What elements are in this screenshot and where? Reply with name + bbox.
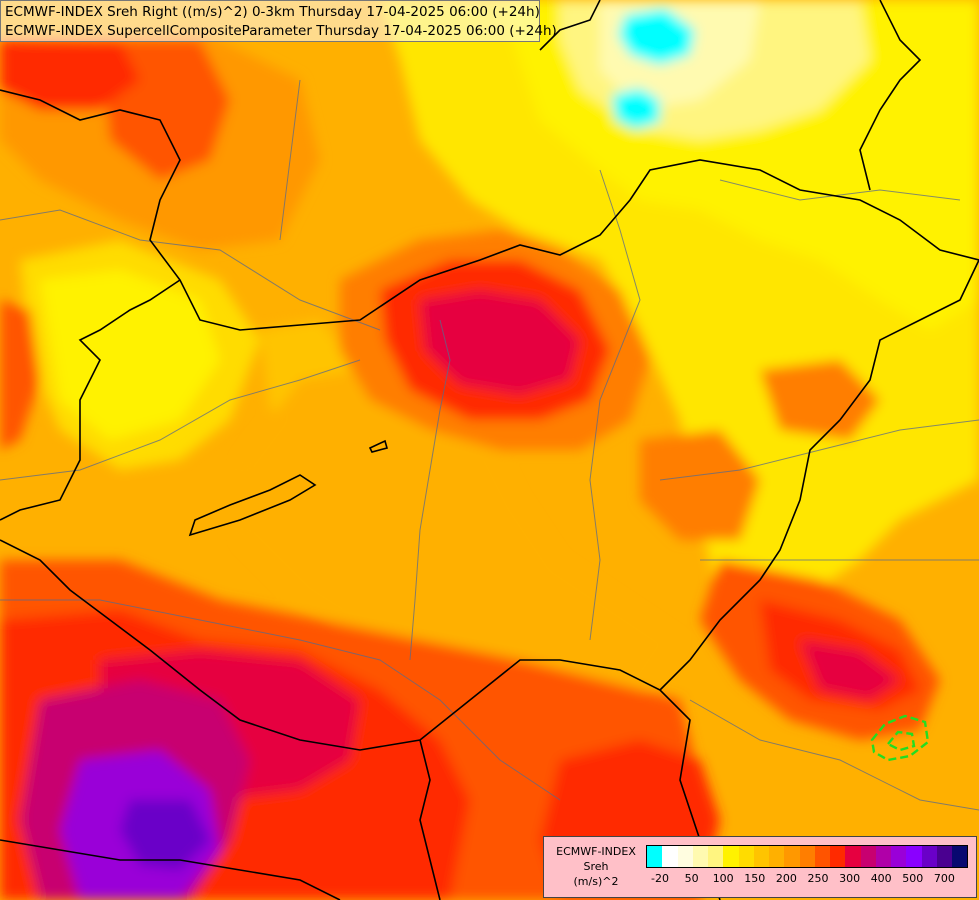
legend-tick-label: 250 bbox=[807, 872, 829, 885]
legend-swatch bbox=[662, 846, 678, 867]
legend-tick-label: 200 bbox=[775, 872, 797, 885]
color-legend: ECMWF-INDEX Sreh (m/s)^2 -20 50 100 150 200 2… bbox=[543, 836, 977, 898]
title-line-2: ECMWF-INDEX SupercellCompositeParameter … bbox=[5, 23, 557, 39]
legend-swatch bbox=[814, 846, 830, 867]
legend-swatch bbox=[952, 846, 968, 867]
legend-title-line-2: Sreh bbox=[583, 860, 609, 873]
legend-tick-label: 100 bbox=[712, 872, 734, 885]
legend-tick-label: -20 bbox=[651, 872, 669, 885]
legend-swatch bbox=[769, 846, 785, 867]
legend-tick-label: 50 bbox=[684, 872, 699, 885]
legend-swatch bbox=[891, 846, 907, 867]
legend-tick-label: 400 bbox=[870, 872, 892, 885]
legend-title-line-3: (m/s)^2 bbox=[573, 875, 619, 888]
legend-tick-label: 300 bbox=[839, 872, 861, 885]
legend-title: ECMWF-INDEX Sreh (m/s)^2 bbox=[548, 844, 644, 889]
legend-swatches bbox=[646, 845, 969, 868]
legend-swatch bbox=[936, 846, 952, 867]
rivers bbox=[0, 79, 979, 811]
legend-swatch bbox=[647, 846, 663, 867]
map-title: ECMWF-INDEX Sreh Right ((m/s)^2) 0-3km T… bbox=[0, 0, 557, 42]
legend-tick-label: 500 bbox=[902, 872, 924, 885]
legend-swatch bbox=[860, 846, 876, 867]
legend-swatch bbox=[708, 846, 724, 867]
scp-contour bbox=[870, 714, 930, 762]
legend-swatch bbox=[738, 846, 754, 867]
legend-swatch bbox=[784, 846, 800, 867]
legend-swatch bbox=[906, 846, 922, 867]
legend-swatch bbox=[753, 846, 769, 867]
legend-tick-label: 700 bbox=[933, 872, 955, 885]
legend-tick-label: 150 bbox=[744, 872, 766, 885]
legend-swatch bbox=[830, 846, 846, 867]
legend-swatch bbox=[921, 846, 937, 867]
legend-swatch bbox=[845, 846, 861, 867]
title-line-1: ECMWF-INDEX Sreh Right ((m/s)^2) 0-3km T… bbox=[5, 4, 540, 20]
legend-swatch bbox=[692, 846, 708, 867]
legend-swatch bbox=[677, 846, 693, 867]
legend-swatch bbox=[799, 846, 815, 867]
legend-swatch bbox=[875, 846, 891, 867]
legend-swatch bbox=[723, 846, 739, 867]
legend-title-line-1: ECMWF-INDEX bbox=[556, 845, 636, 858]
legend-ticks: -20 50 100 150 200 250 300 400 500 700 bbox=[646, 872, 976, 888]
